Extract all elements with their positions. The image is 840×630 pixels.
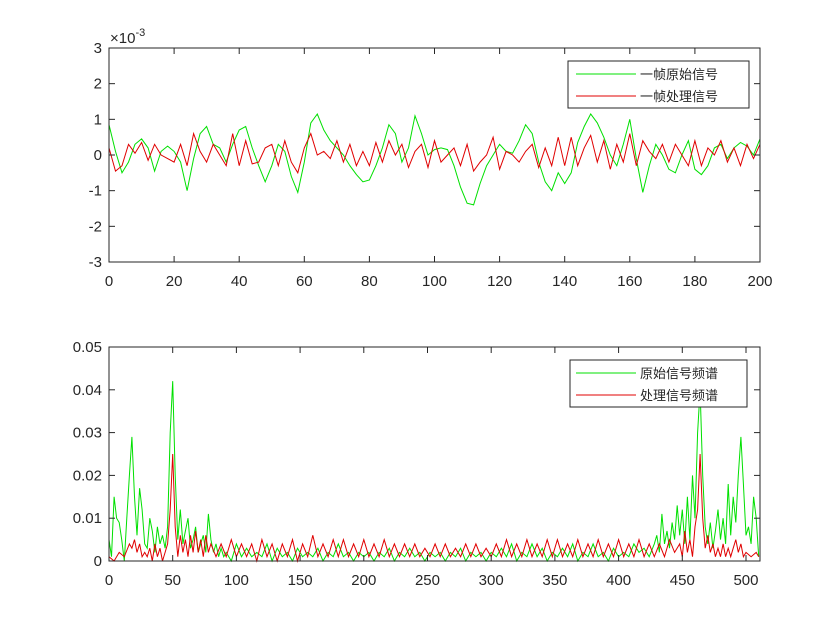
legend-box <box>567 60 750 109</box>
y-tick-label: 3 <box>94 40 102 57</box>
x-tick-label: 180 <box>682 273 707 290</box>
x-tick-label: 60 <box>296 273 313 290</box>
x-tick-label: 120 <box>487 273 512 290</box>
y-tick-label: 0 <box>94 553 102 570</box>
x-tick-label: 0 <box>105 572 113 589</box>
y-tick-label: 0.03 <box>73 425 102 442</box>
x-tick-label: 100 <box>422 273 447 290</box>
x-tick-label: 400 <box>606 572 631 589</box>
y-tick-label: -3 <box>89 254 102 271</box>
y-tick-label: 0.02 <box>73 467 102 484</box>
spectrum-legend: 原始信号频谱 处理信号频谱 <box>569 359 748 408</box>
y-tick-label: -2 <box>89 218 102 235</box>
x-tick-label: 0 <box>105 273 113 290</box>
x-tick-label: 500 <box>733 572 758 589</box>
spectrum-plot: 0 50 100 150 200 250 300 350 400 450 500 0.05 0.04 0.… <box>73 339 761 589</box>
y-tick-label: 2 <box>94 76 102 93</box>
legend-label-original-signal: 一帧原始信号 <box>640 68 718 83</box>
x-tick-label: 80 <box>361 273 378 290</box>
legend-label-original-spectrum: 原始信号频谱 <box>640 367 718 382</box>
y-tick-label: 1 <box>94 111 102 128</box>
y-tick-label: 0 <box>94 147 102 164</box>
series-line-1 <box>108 453 760 563</box>
time-domain-plot: 0 20 40 60 80 100 120 140 160 180 200 3 2 1 0 -1 -2 -3 ×1… <box>89 27 773 290</box>
x-tick-label: 50 <box>164 572 181 589</box>
x-tick-label: 40 <box>231 273 248 290</box>
spectrum-axes-box <box>108 346 761 562</box>
time-domain-traces <box>108 112 761 206</box>
series-line-0 <box>108 112 761 206</box>
y-tick-label: -1 <box>89 183 102 200</box>
x-tick-label: 140 <box>552 273 577 290</box>
x-tick-label: 100 <box>224 572 249 589</box>
x-tick-label: 20 <box>166 273 183 290</box>
y-tick-label: 0.01 <box>73 510 102 527</box>
legend-label-processed-signal: 一帧处理信号 <box>640 90 718 105</box>
legend-label-processed-spectrum: 处理信号频谱 <box>640 389 718 404</box>
x-tick-label: 250 <box>415 572 440 589</box>
x-tick-label: 450 <box>670 572 695 589</box>
x-tick-label: 200 <box>747 273 772 290</box>
time-domain-ticks: 0 20 40 60 80 100 120 140 160 180 200 3 2 1 0 -1 -2 -3 <box>89 40 773 290</box>
x-tick-label: 160 <box>617 273 642 290</box>
x-tick-label: 300 <box>479 572 504 589</box>
series-line-1 <box>108 131 761 175</box>
x-tick-label: 350 <box>542 572 567 589</box>
y-tick-label: 0.04 <box>73 382 102 399</box>
x-tick-label: 150 <box>288 572 313 589</box>
y-axis-multiplier: ×10-3 <box>110 27 145 47</box>
time-domain-legend: 一帧原始信号 一帧处理信号 <box>567 60 750 109</box>
spectrum-ticks: 0 50 100 150 200 250 300 350 400 450 500 0.05 0.04 0.… <box>73 339 760 589</box>
x-tick-label: 200 <box>351 572 376 589</box>
legend-box <box>569 359 748 408</box>
y-tick-label: 0.05 <box>73 339 102 356</box>
